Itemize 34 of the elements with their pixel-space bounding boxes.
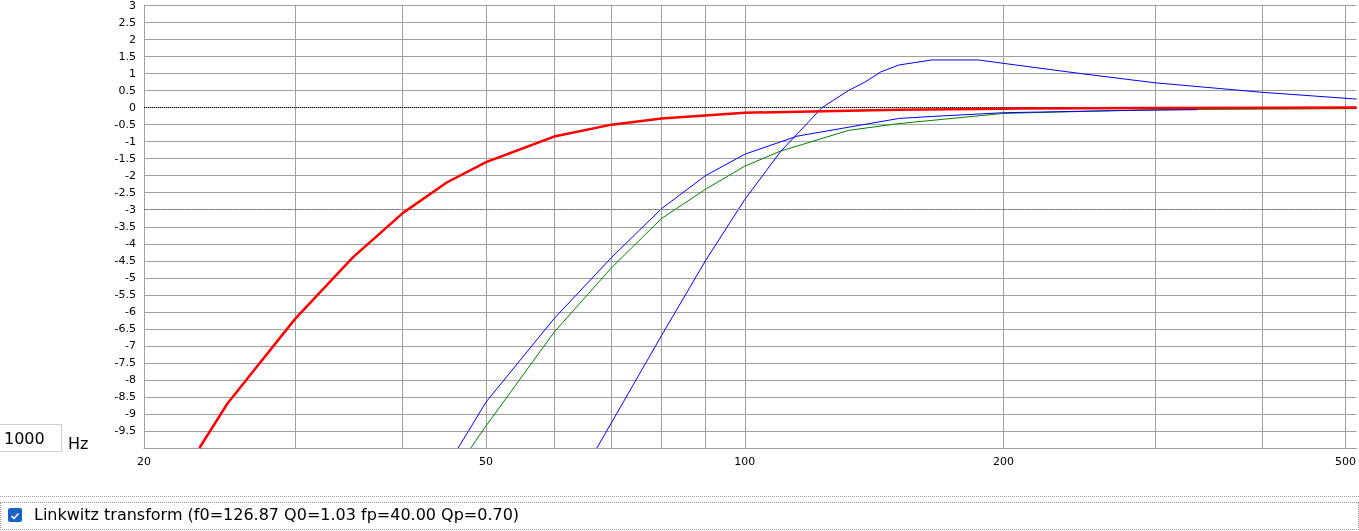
y-tick-label: -8.5 [114, 390, 136, 404]
x-tick-label: 200 [992, 455, 1014, 468]
y-tick-label: -9 [125, 407, 136, 421]
y-tick-label: -4 [125, 237, 136, 251]
y-tick-label: 1.5 [118, 50, 136, 64]
y-tick-label: -4.5 [114, 254, 136, 268]
y-tick-label: -1 [125, 135, 136, 149]
text: Linkwitz transform (f0=126.87 Q0=1.03 fp=40.00 Qp=0.70) [34, 505, 520, 524]
y-tick-label: -6 [125, 305, 136, 319]
y-tick-label: -3 [125, 203, 136, 217]
y-tick-label: 2 [129, 33, 136, 47]
y-tick-label: 2.5 [118, 16, 136, 30]
y-tick-label: -7.5 [114, 356, 136, 370]
y-tick-label: -1.5 [114, 152, 136, 166]
y-tick-label: -0.5 [114, 118, 136, 132]
x-tick-label: 50 [479, 455, 494, 468]
y-tick-label: -3.5 [114, 220, 136, 234]
x-tick-label: 20 [137, 455, 151, 468]
y-tick-label: -2.5 [114, 186, 136, 200]
y-tick-label: 0 [129, 101, 136, 115]
y-tick-label: -5.5 [114, 288, 136, 302]
y-tick-label: -8 [125, 373, 136, 387]
x-tick-label: 500 [1335, 455, 1356, 468]
y-tick-label: -5 [125, 271, 136, 285]
y-tick-label: 1 [129, 67, 136, 81]
text: Hz [68, 434, 89, 453]
y-tick-label: 3 [129, 0, 136, 12]
y-tick-label: -9.5 [114, 424, 136, 438]
x-tick-label: 100 [734, 455, 756, 468]
y-tick-label: -6.5 [114, 322, 136, 336]
y-tick-label: -7 [125, 339, 136, 353]
y-tick-label: -2 [125, 169, 136, 183]
text: 1000 [0, 424, 62, 452]
y-tick-label: 0.5 [118, 84, 136, 98]
